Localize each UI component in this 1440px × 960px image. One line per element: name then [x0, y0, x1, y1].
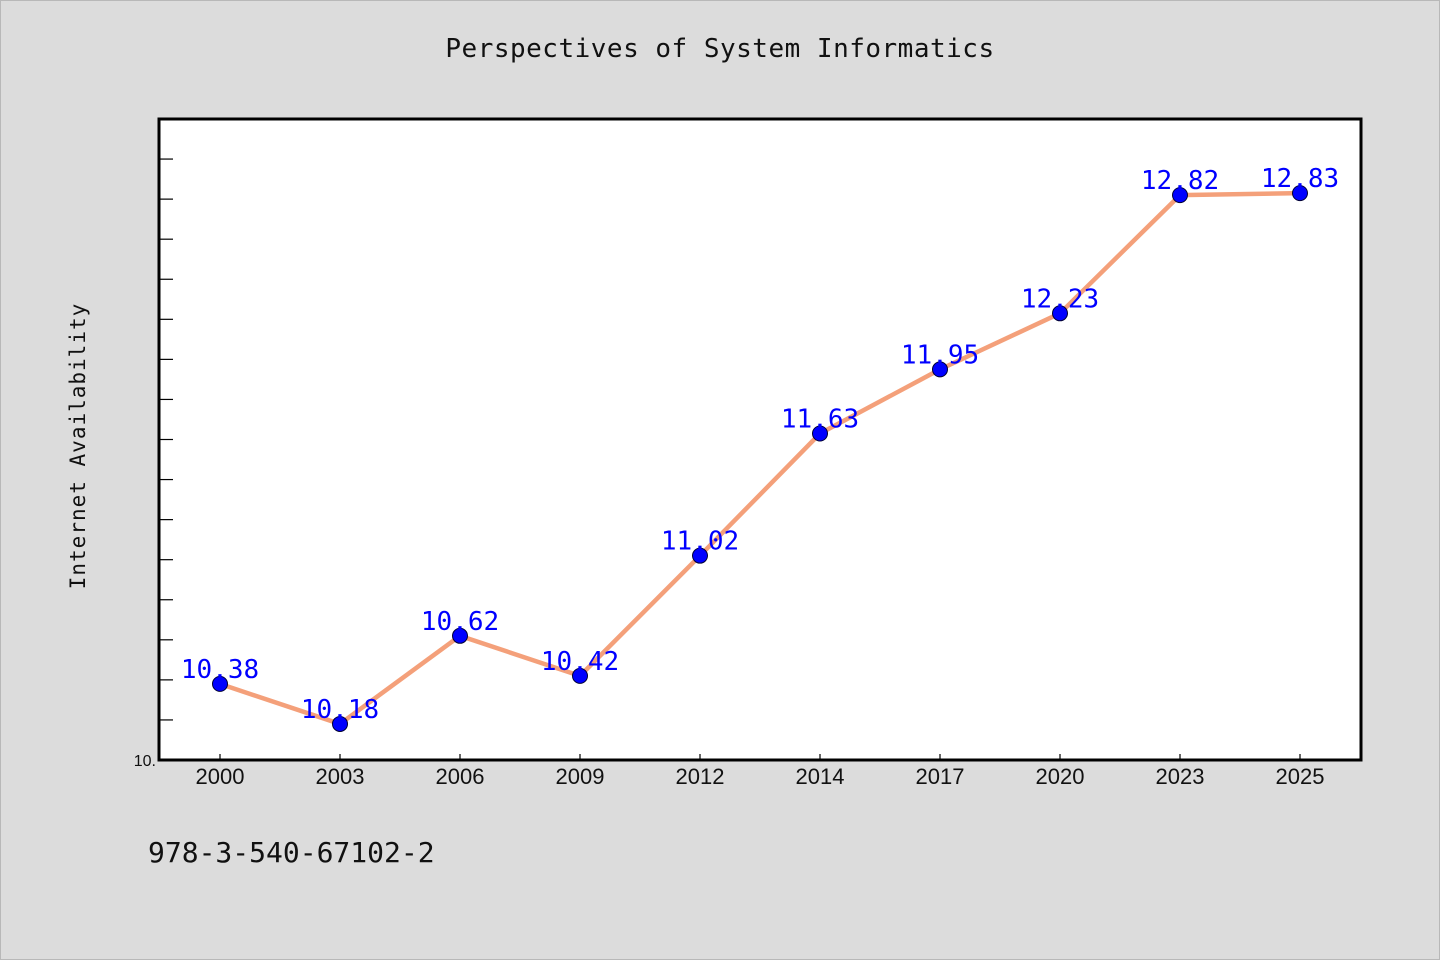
series-line: [217, 190, 1303, 727]
data-point: [932, 361, 948, 378]
x-axis: 2000 2003 2006 2009 2012 2014 2017 2020 2023 2025: [196, 754, 1325, 789]
plot-area: [157, 117, 1363, 762]
data-label: 11.63: [781, 404, 859, 434]
x-tick-label: 2025: [1276, 764, 1325, 789]
y-tick-label: 10.: [134, 753, 156, 770]
data-label: 12.82: [1141, 166, 1219, 196]
chart-title: Perspectives of System Informatics: [445, 34, 995, 64]
data-point: [812, 425, 828, 442]
data-point: [1172, 187, 1188, 204]
y-ticks: 10.: [134, 158, 173, 770]
data-label: 12.83: [1261, 164, 1339, 194]
data-labels: 10.38 10.18 10.62 10.42 11.02 11.63 11.95 12.23…: [181, 164, 1339, 725]
data-point: [212, 675, 228, 692]
x-tick-label: 2017: [916, 764, 965, 789]
x-tick-label: 2009: [556, 764, 605, 789]
data-label: 10.38: [181, 655, 259, 685]
x-tick-label: 2020: [1036, 764, 1085, 789]
data-point: [692, 547, 708, 564]
data-point: [332, 715, 348, 732]
data-label: 11.02: [661, 527, 739, 557]
x-tick-label: 2000: [196, 764, 245, 789]
data-point: [452, 627, 468, 644]
data-point: [1052, 305, 1068, 322]
x-tick-label: 2003: [316, 764, 365, 789]
footer-isbn: 978-3-540-67102-2: [148, 836, 435, 869]
data-point: [1292, 185, 1308, 202]
x-tick-label: 2006: [436, 764, 485, 789]
data-point: [572, 667, 588, 684]
series-line-group: [217, 190, 1303, 727]
markers: [212, 185, 1308, 732]
data-label: 10.62: [421, 607, 499, 637]
data-label: 10.18: [301, 695, 379, 725]
data-label: 12.23: [1021, 284, 1099, 314]
data-label: 10.42: [541, 647, 619, 677]
data-label: 11.95: [901, 340, 979, 370]
x-tick-label: 2014: [796, 764, 845, 789]
x-tick-label: 2012: [676, 764, 725, 789]
x-tick-label: 2023: [1156, 764, 1205, 789]
